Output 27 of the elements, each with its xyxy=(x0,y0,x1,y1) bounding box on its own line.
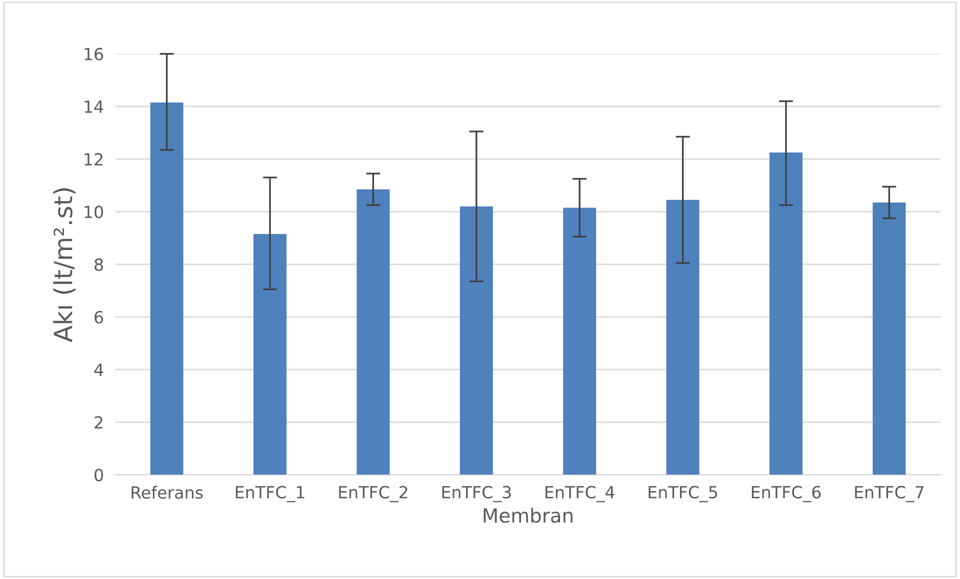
x-tick-label: EnTFC_4 xyxy=(546,486,614,502)
x-tick-label: EnTFC_1 xyxy=(236,486,304,502)
bar xyxy=(666,200,700,475)
bar xyxy=(563,208,596,475)
y-tick-label: 10 xyxy=(84,206,103,218)
bar xyxy=(356,189,390,475)
bar xyxy=(460,206,493,475)
bar xyxy=(769,152,803,475)
x-tick-label: EnTFC_5 xyxy=(648,486,718,502)
y-axis-title: Akı (lt/m².st) xyxy=(53,188,76,342)
y-tick-label: 8 xyxy=(94,258,103,271)
y-tick-label: 14 xyxy=(84,100,104,113)
x-tick-label: EnTFC_6 xyxy=(752,486,821,502)
y-tick-label: 6 xyxy=(94,310,104,324)
bar xyxy=(872,202,906,475)
y-tick-label: 0 xyxy=(94,468,103,482)
y-tick-label: 12 xyxy=(84,153,102,166)
bar xyxy=(150,102,184,475)
x-tick-label: EnTFC_7 xyxy=(855,486,924,502)
y-tick-label: 4 xyxy=(94,364,104,376)
x-tick-label: EnTFC_3 xyxy=(442,486,511,502)
x-axis-title: Membran xyxy=(484,508,572,523)
y-tick-label: 16 xyxy=(84,48,104,60)
x-tick-label: EnTFC_2 xyxy=(339,486,408,502)
x-tick-label: Referans xyxy=(132,486,203,499)
y-tick-label: 2 xyxy=(94,416,102,428)
bar xyxy=(253,234,287,475)
